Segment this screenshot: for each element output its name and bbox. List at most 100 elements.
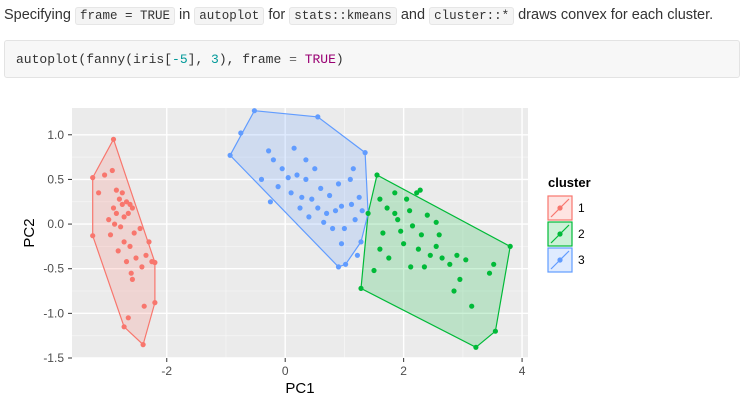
x-axis-title: PC1 [285, 380, 314, 397]
cluster-1-point [125, 315, 131, 321]
cluster-plot: -2 0 2 4 1.0 0.5 0.0 -0.5 -1.0 -1.5 PC1 PC2 cluster 1… [21, 108, 591, 397]
cluster-2-point [377, 196, 383, 202]
legend: cluster 1 2 3 [547, 175, 591, 273]
cluster-1-point [140, 342, 146, 348]
cluster-3-point [350, 166, 356, 172]
cluster-2-point [392, 210, 398, 216]
cluster-3-point [330, 225, 336, 232]
legend-item-3: 3 [547, 247, 585, 273]
cluster-3-point [359, 208, 365, 214]
cluster-3-point [338, 241, 345, 247]
cluster-3-point [327, 192, 333, 199]
cluster-2-point [380, 230, 386, 236]
cluster-2-point [469, 303, 475, 309]
cluster-3-point [352, 217, 358, 223]
cluster-1-point [131, 230, 137, 236]
legend-item-1: 1 [547, 195, 585, 221]
cluster-1-point [119, 190, 125, 196]
cluster-1-point [128, 270, 134, 276]
x-tick-label: 4 [519, 364, 526, 378]
cluster-3-point [324, 210, 330, 216]
legend-key-point [557, 205, 563, 211]
cluster-2-point [417, 187, 423, 193]
intro-text: Specifying frame = TRUE in autoplot for … [4, 7, 713, 25]
cluster-3-point [338, 203, 345, 209]
code-token-number: -5 [172, 52, 188, 67]
cluster-2-point [404, 196, 410, 202]
inline-code-autoplot: autoplot [194, 7, 265, 25]
code-token: autoplot(fanny(iris[ [16, 52, 173, 67]
cluster-2-point [414, 190, 420, 196]
cluster-1-point [123, 259, 130, 265]
cluster-2-point [486, 270, 493, 276]
cluster-2-point [374, 172, 380, 178]
cluster-2-point [407, 208, 413, 214]
cluster-2-point [473, 344, 479, 350]
cluster-1-point [143, 252, 149, 258]
cluster-2-point [433, 219, 439, 225]
cluster-1-point [115, 248, 121, 254]
intro-text-part: Specifying [4, 7, 75, 23]
cluster-2-point [401, 241, 407, 247]
cluster-1-point [129, 205, 135, 211]
cluster-1-point [113, 187, 119, 193]
cluster-2-point [377, 246, 383, 252]
cluster-1-point [139, 264, 145, 270]
code-token-number: 3 [211, 52, 219, 67]
legend-key-point [557, 257, 563, 263]
cluster-1-point [121, 324, 127, 330]
cluster-2-point [433, 243, 439, 249]
cluster-1-point [107, 232, 114, 238]
cluster-2-point [451, 288, 457, 294]
cluster-3-point [362, 150, 368, 156]
cluster-3-point [251, 108, 257, 114]
intro-text-part: for [264, 7, 290, 23]
cluster-1-point [121, 239, 127, 245]
y-tick-label: -1.0 [43, 306, 64, 320]
cluster-2-point [418, 232, 424, 238]
plot-panel [72, 108, 528, 358]
code-token-operator: = [289, 52, 297, 67]
cluster-1-point [137, 225, 143, 232]
cluster-3-point [288, 190, 294, 196]
cluster-1-point [127, 243, 133, 249]
cluster-3-point [303, 157, 309, 163]
cluster-2-point [492, 328, 498, 334]
cluster-2-point [439, 255, 445, 261]
cluster-3-point [294, 172, 300, 178]
cluster-2-point [398, 228, 404, 234]
cluster-1-point [121, 214, 127, 220]
cluster-3-point [358, 239, 364, 245]
cluster-3-point [258, 176, 265, 182]
cluster-2-point [436, 232, 442, 238]
cluster-2-point [424, 212, 430, 218]
cluster-3-point [341, 225, 347, 232]
cluster-1-point [110, 205, 117, 211]
cluster-3-point [356, 194, 362, 200]
cluster-2-point [507, 243, 513, 249]
cluster-3-point [315, 114, 321, 120]
cluster-1-point [96, 190, 102, 196]
code-token: ) [335, 52, 344, 67]
cluster-3-point [347, 176, 353, 182]
cluster-3-point [335, 264, 342, 270]
cluster-3-point [227, 152, 233, 158]
cluster-3-point [321, 219, 327, 225]
cluster-1-point [112, 221, 118, 227]
cluster-2-point [384, 205, 390, 211]
cluster-1-point [113, 210, 119, 216]
code-token: ], [187, 52, 212, 67]
cluster-2-point [409, 223, 416, 229]
cluster-1-point [149, 259, 155, 265]
code-line: autoplot(fanny(iris[-5], 3), frame = TRU… [16, 52, 344, 67]
cluster-3-point [275, 184, 281, 190]
cluster-3-point [291, 145, 297, 151]
legend-label-3: 3 [578, 253, 585, 267]
cluster-1-point [152, 300, 158, 306]
cluster-2-point [421, 264, 427, 270]
cluster-3-point [270, 157, 276, 163]
y-tick-label: 0.5 [47, 172, 64, 186]
cluster-2-point [408, 264, 414, 270]
cluster-1-point [90, 233, 96, 239]
y-tick-label: -0.5 [43, 262, 64, 276]
